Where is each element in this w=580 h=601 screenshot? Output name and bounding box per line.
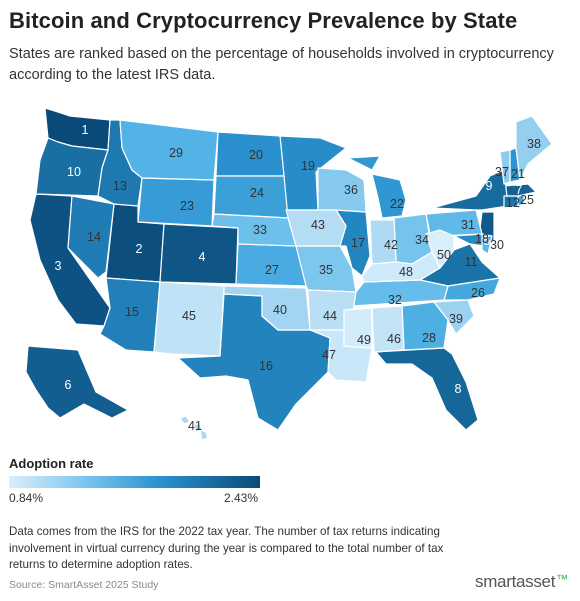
trademark-symbol: ™ — [556, 572, 568, 586]
state-rank-label-la: 47 — [322, 348, 336, 362]
state-rank-label-ne: 33 — [253, 223, 267, 237]
state-rank-label-sc: 39 — [449, 312, 463, 326]
state-rank-label-hi: 41 — [188, 419, 202, 433]
state-wv — [425, 229, 455, 269]
state-rank-label-ak: 6 — [65, 378, 72, 392]
state-rank-label-id: 13 — [113, 179, 127, 193]
state-sc — [433, 299, 475, 335]
brand-wordmark: smartasset — [475, 572, 556, 591]
state-rank-label-nh: 21 — [511, 167, 525, 181]
methodology-note: Data comes from the IRS for the 2022 tax… — [9, 525, 444, 571]
state-rank-label-ct: 12 — [506, 196, 520, 210]
state-rank-label-mi: 22 — [390, 197, 404, 211]
state-rank-label-az: 15 — [125, 305, 139, 319]
state-rank-label-vt: 37 — [495, 165, 509, 179]
legend-title: Adoption rate — [9, 456, 94, 471]
smartasset-logo: smartasset™ — [475, 572, 568, 592]
state-nv — [67, 195, 115, 279]
state-rank-label-oh: 34 — [415, 233, 429, 247]
state-rank-label-ia: 43 — [311, 218, 325, 232]
state-rank-label-nj: 5 — [484, 234, 491, 248]
state-rank-label-ky: 48 — [399, 265, 413, 279]
state-ak — [25, 345, 129, 419]
state-rank-label-sd: 24 — [250, 186, 264, 200]
state-rank-label-va: 11 — [465, 255, 478, 269]
state-ia — [285, 209, 347, 247]
state-rank-label-nd: 20 — [249, 148, 263, 162]
state-rank-label-nv: 14 — [87, 230, 101, 244]
state-rank-label-mn: 19 — [301, 159, 315, 173]
state-me — [515, 115, 553, 181]
state-rank-label-de: 30 — [490, 238, 504, 252]
state-rank-label-nm: 45 — [182, 309, 196, 323]
state-rank-label-wa: 1 — [82, 123, 89, 137]
state-rank-label-fl: 8 — [455, 382, 462, 396]
state-rank-label-ny: 9 — [486, 179, 493, 193]
state-rank-label-mt: 29 — [169, 146, 183, 160]
state-rank-label-ma: 7 — [516, 183, 523, 197]
state-ok — [223, 285, 311, 331]
state-rank-label-wv: 50 — [437, 248, 451, 262]
state-ms — [343, 307, 373, 349]
state-rank-label-ok: 40 — [273, 303, 287, 317]
state-ny — [431, 169, 509, 211]
state-de — [481, 233, 493, 255]
state-rank-label-ca: 3 — [55, 259, 62, 273]
state-hi — [179, 415, 209, 441]
state-rank-label-mo: 35 — [319, 263, 333, 277]
state-rank-label-md: 18 — [475, 232, 489, 246]
legend-max-label: 2.43% — [224, 491, 259, 505]
state-rank-label-il: 17 — [351, 236, 365, 250]
state-rank-label-me: 38 — [527, 137, 541, 151]
state-ri — [517, 195, 525, 207]
state-mi — [347, 155, 407, 219]
state-mt — [119, 119, 219, 181]
state-rank-label-al: 46 — [387, 332, 401, 346]
state-nm — [153, 281, 225, 357]
legend-min-label: 0.84% — [9, 491, 44, 505]
state-rank-label-co: 4 — [199, 250, 206, 264]
leader-line — [504, 167, 507, 179]
state-vt — [499, 149, 511, 185]
state-rank-label-ut: 2 — [136, 242, 143, 256]
state-rank-label-in: 42 — [384, 238, 398, 252]
page-title: Bitcoin and Cryptocurrency Prevalence by… — [9, 8, 518, 33]
state-rank-label-nc: 26 — [471, 286, 485, 300]
state-fl — [375, 347, 479, 431]
us-choropleth-map: 1 2 3 4 5 6 7 8 9 10 11 12 13 14 15 16 17 18 19 20 21 22 23 24 2… — [0, 98, 580, 443]
page-subtitle: States are ranked based on the percentag… — [9, 46, 554, 83]
state-rank-label-ms: 49 — [357, 333, 371, 347]
state-rank-label-or: 10 — [67, 165, 81, 179]
state-wy — [137, 177, 215, 227]
state-rank-label-ks: 27 — [265, 263, 279, 277]
state-rank-label-ar: 44 — [323, 309, 337, 323]
state-rank-label-pa: 31 — [461, 218, 475, 232]
state-rank-label-tx: 16 — [259, 359, 273, 373]
state-rank-label-ga: 28 — [422, 331, 436, 345]
source-note: Source: SmartAsset 2025 Study — [9, 579, 159, 591]
state-rank-label-tn: 32 — [388, 293, 402, 307]
state-wi — [317, 167, 367, 213]
state-rank-label-wi: 36 — [344, 183, 358, 197]
state-rank-label-ri: 25 — [520, 193, 534, 207]
state-rank-label-wy: 23 — [180, 199, 194, 213]
legend-gradient-bar — [9, 476, 260, 488]
state-al — [371, 305, 405, 353]
